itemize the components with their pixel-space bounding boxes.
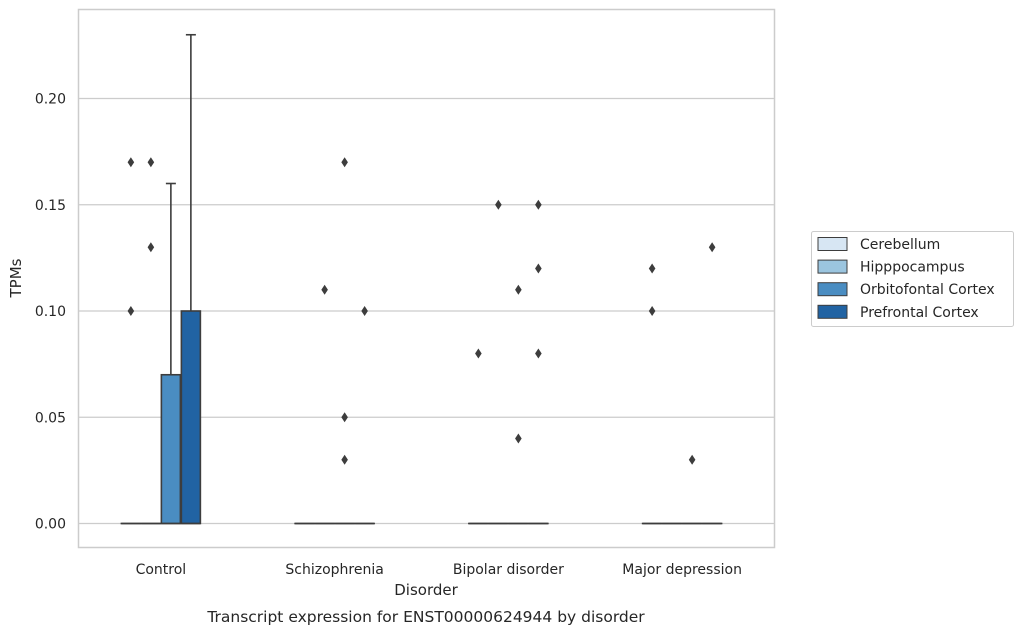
outlier-point: [535, 348, 542, 359]
chart-caption: Transcript expression for ENST0000062494…: [206, 608, 645, 626]
box-hipppocampus: [488, 199, 509, 525]
legend-label: Prefrontal Cortex: [860, 305, 979, 321]
legend-label: Hipppocampus: [860, 260, 965, 276]
box-orbitofontal-cortex: [508, 284, 529, 525]
legend-frame: [811, 231, 1014, 327]
y-axis-label: TPMs: [7, 258, 25, 298]
box-hipppocampus: [314, 284, 335, 525]
outlier-point: [341, 157, 348, 168]
box-plot-area: [120, 33, 723, 525]
box-body: [160, 373, 182, 525]
outlier-point: [341, 412, 348, 423]
outlier-point: [127, 306, 135, 316]
box-prefrontal-cortex: [354, 306, 375, 525]
box-hipppocampus: [140, 157, 162, 525]
box-cerebellum: [641, 263, 663, 525]
outlier-point: [535, 199, 542, 210]
box-body: [180, 310, 202, 525]
box-cerebellum: [468, 348, 489, 525]
outlier-point: [535, 263, 542, 274]
outlier-point: [147, 157, 155, 168]
legend-swatch: [817, 304, 848, 319]
outlier-point: [127, 157, 135, 168]
x-tick-label: Control: [136, 562, 187, 578]
outlier-point: [515, 284, 522, 295]
box-cerebellum: [120, 157, 142, 525]
outlier-point: [688, 454, 696, 465]
outlier-point: [321, 284, 328, 295]
box-orbitofontal-cortex: [160, 182, 182, 525]
outlier-point: [361, 306, 368, 316]
outlier-point: [708, 242, 716, 253]
outlier-point: [648, 263, 656, 274]
x-tick-label: Schizophrenia: [285, 562, 383, 578]
legend-swatch: [817, 282, 848, 297]
box-orbitofontal-cortex: [681, 454, 703, 525]
y-tick-labels: 0.00 0.05 0.10 0.15 0.20: [35, 92, 66, 533]
x-tick-label: Bipolar disorder: [453, 562, 564, 578]
y-tick-label: 0.20: [35, 92, 66, 108]
y-tick-label: 0.00: [35, 517, 66, 533]
legend-swatch: [817, 259, 848, 274]
outlier-point: [475, 348, 482, 359]
legend-label: Orbitofontal Cortex: [860, 282, 995, 298]
x-tick-labels: Control Schizophrenia Bipolar disorder Majo…: [136, 562, 742, 578]
outlier-point: [147, 242, 155, 253]
legend: Cerebellum Hipppocampus Orbitofontal Corte…: [811, 231, 1014, 327]
x-tick-label: Major depression: [622, 562, 742, 578]
x-axis-label: Disorder: [394, 581, 458, 599]
outlier-point: [515, 433, 522, 444]
legend-label: Cerebellum: [860, 237, 940, 253]
outlier-point: [341, 454, 348, 465]
outlier-point: [648, 306, 656, 316]
box-prefrontal-cortex: [701, 242, 723, 525]
y-tick-label: 0.15: [35, 198, 66, 214]
plot-frame: [77, 8, 776, 549]
box-orbitofontal-cortex: [334, 157, 355, 525]
box-prefrontal-cortex: [528, 199, 549, 525]
y-tick-label: 0.10: [35, 304, 66, 320]
box-prefrontal-cortex: [180, 33, 202, 525]
legend-swatch: [817, 237, 848, 251]
outlier-point: [495, 199, 502, 210]
y-tick-label: 0.05: [35, 410, 66, 426]
